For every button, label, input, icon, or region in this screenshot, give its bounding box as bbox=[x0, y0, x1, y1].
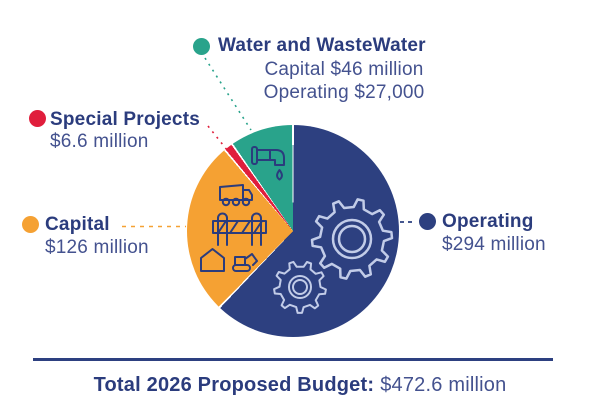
legend-value-capital: $126 million bbox=[45, 237, 149, 258]
legend-dot-capital bbox=[22, 216, 39, 233]
footer-divider bbox=[33, 358, 553, 361]
legend-dot-water bbox=[193, 38, 210, 55]
footer-total-value: $472.6 million bbox=[380, 374, 507, 396]
legend-values-water: Capital $46 million Operating $27,000 bbox=[218, 58, 470, 104]
legend-label-capital: Capital bbox=[45, 214, 110, 235]
legend-dot-operating bbox=[419, 213, 436, 230]
water-operating-value: Operating $27,000 bbox=[263, 82, 425, 103]
legend-value-operating: $294 million bbox=[442, 234, 546, 255]
legend-label-water: Water and WasteWater bbox=[218, 35, 426, 56]
footer-total: Total 2026 Proposed Budget: $472.6 millio… bbox=[0, 374, 600, 397]
legend-label-special-projects: Special Projects bbox=[50, 109, 200, 130]
legend-value-special-projects: $6.6 million bbox=[50, 131, 149, 152]
pie-chart bbox=[187, 125, 399, 337]
water-capital-value: Capital $46 million bbox=[264, 59, 424, 80]
footer-total-label: Total 2026 Proposed Budget: bbox=[93, 374, 375, 396]
legend-dot-special-projects bbox=[29, 110, 46, 127]
legend-label-operating: Operating bbox=[442, 211, 534, 232]
